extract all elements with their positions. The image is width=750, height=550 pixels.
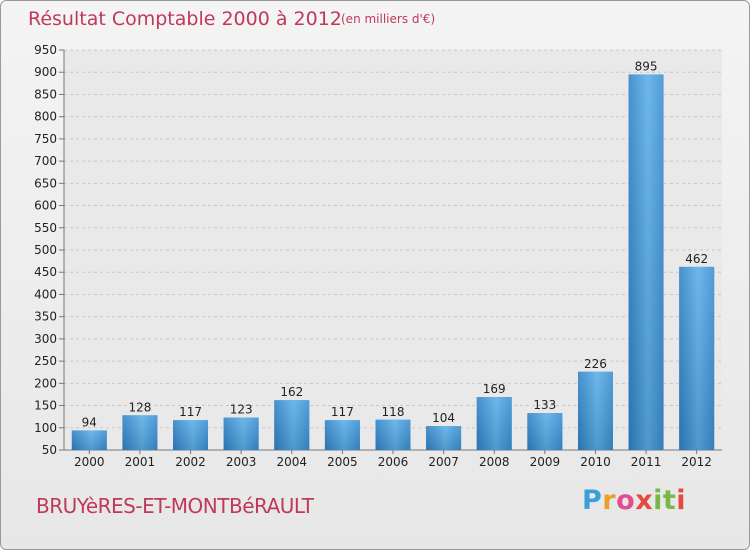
bar-gloss [173, 420, 209, 450]
bar-gloss [324, 420, 360, 450]
proxiti-logo[interactable]: Proxiti [582, 485, 686, 516]
logo-letter: r [602, 485, 617, 516]
bar-gloss [223, 417, 259, 450]
y-tick-label: 150 [34, 399, 57, 413]
y-tick-label: 400 [34, 287, 57, 301]
logo-letter: x [635, 485, 654, 516]
x-tick-label: 2005 [327, 455, 358, 469]
y-tick-label: 900 [34, 65, 57, 79]
x-tick-label: 2008 [479, 455, 510, 469]
value-label: 94 [82, 415, 97, 429]
y-tick-label: 200 [34, 376, 57, 390]
logo-letter: o [616, 485, 636, 516]
y-tick-label: 600 [34, 199, 57, 213]
y-tick-label: 250 [34, 354, 57, 368]
x-tick-label: 2012 [681, 455, 712, 469]
value-label: 462 [685, 252, 708, 266]
bar-gloss [426, 426, 462, 450]
axis-layer: 50 100 150 200 250 300 350 400 450 500 550 600 650 70… [34, 43, 722, 469]
x-tick-label: 2007 [428, 455, 459, 469]
value-label: 226 [584, 357, 607, 371]
place-name: BRUYèRES-ET-MONTBéRAULT [36, 494, 314, 518]
logo-letter: P [582, 485, 603, 516]
x-tick-label: 2004 [276, 455, 307, 469]
value-label: 118 [382, 405, 405, 419]
y-tick-label: 50 [42, 443, 57, 457]
logo-letter: i [676, 485, 687, 516]
x-tick-label: 2011 [631, 455, 662, 469]
bar-gloss [628, 74, 664, 450]
bar-gloss [274, 400, 310, 450]
value-label: 895 [635, 59, 658, 73]
y-tick-label: 550 [34, 221, 57, 235]
y-tick-label: 700 [34, 154, 57, 168]
value-label: 162 [280, 385, 303, 399]
bar-gloss [527, 413, 563, 450]
y-tick-label: 950 [34, 43, 57, 57]
x-tick-label: 2002 [175, 455, 206, 469]
value-label: 123 [230, 403, 253, 417]
value-label: 128 [128, 400, 151, 414]
y-tick-label: 650 [34, 176, 57, 190]
x-tick-label: 2010 [580, 455, 611, 469]
bar-layer [71, 74, 715, 450]
label-layer: 94 128 117 123 162 117 118 104 169 133 226 895 462 [82, 59, 708, 429]
y-tick-label: 800 [34, 110, 57, 124]
x-tick-label: 2009 [530, 455, 561, 469]
bar-gloss [476, 397, 512, 450]
x-tick-label: 2003 [226, 455, 257, 469]
chart-subtitle: (en milliers d'€) [341, 12, 436, 26]
y-tick-label: 300 [34, 332, 57, 346]
bar-gloss [375, 419, 411, 450]
chart-title: Résultat Comptable 2000 à 2012 [28, 8, 342, 30]
bar-gloss [679, 266, 715, 450]
value-label: 169 [483, 382, 506, 396]
logo-letter: t [662, 485, 677, 516]
bar-gloss [122, 415, 158, 450]
grid-layer [64, 49, 722, 451]
y-tick-label: 450 [34, 265, 57, 279]
logo-letter: i [653, 485, 663, 516]
bar-gloss [71, 430, 107, 450]
value-label: 104 [432, 411, 455, 425]
value-label: 133 [533, 398, 556, 412]
bar-gloss [577, 371, 613, 450]
y-tick-label: 750 [34, 132, 57, 146]
x-tick-label: 2000 [74, 455, 105, 469]
y-tick-label: 500 [34, 243, 57, 257]
x-tick-label: 2006 [378, 455, 409, 469]
y-tick-label: 850 [34, 87, 57, 101]
value-label: 117 [179, 405, 202, 419]
y-tick-label: 100 [34, 421, 57, 435]
x-tick-label: 2001 [125, 455, 156, 469]
y-tick-label: 350 [34, 310, 57, 324]
value-label: 117 [331, 405, 354, 419]
